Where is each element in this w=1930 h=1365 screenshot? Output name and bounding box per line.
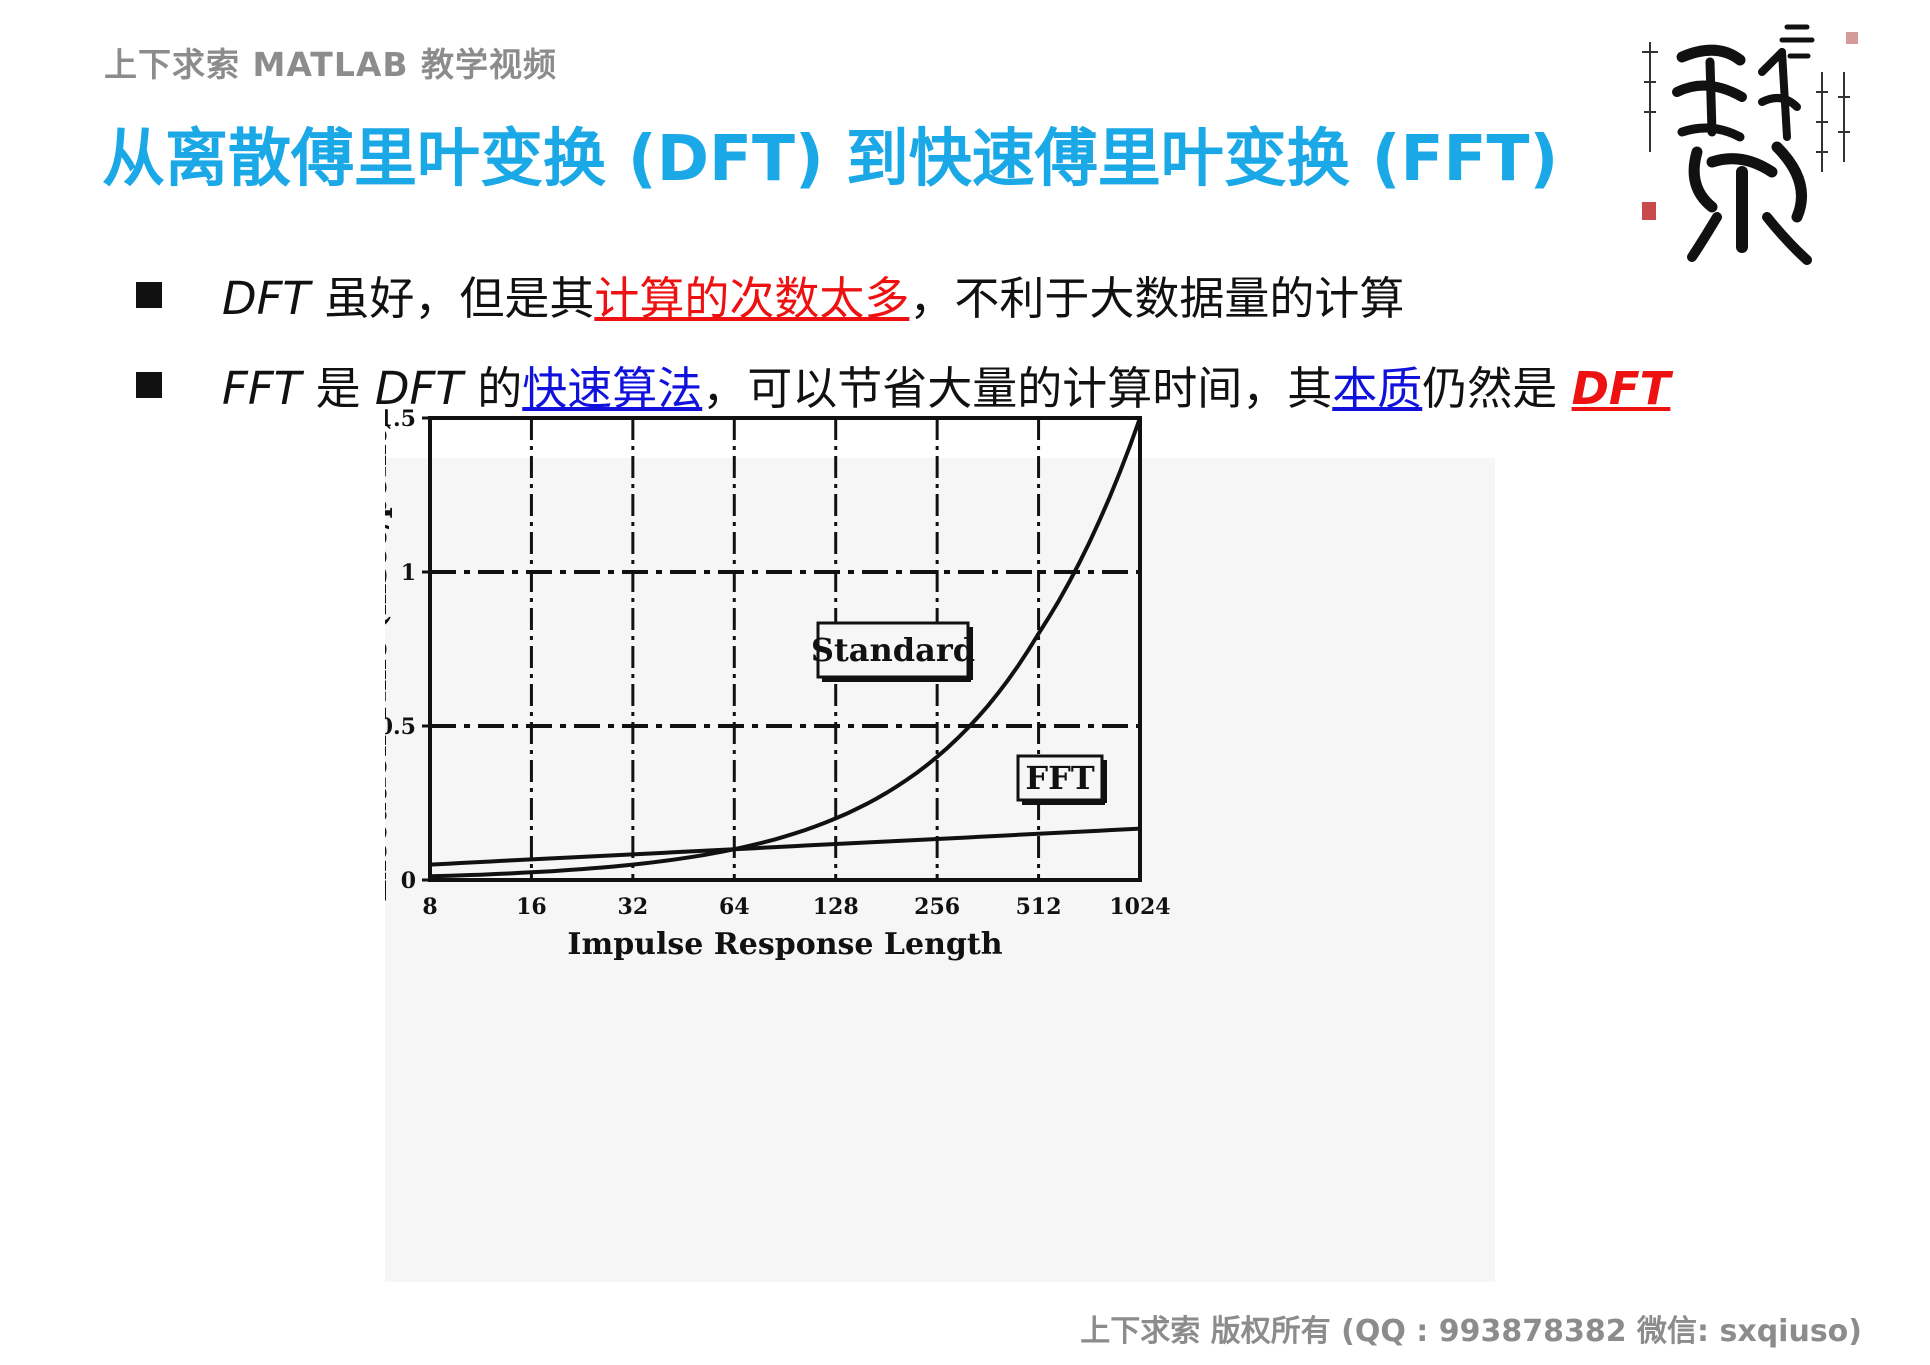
series-line-standard [429, 417, 1142, 879]
bullet-text: 的 [462, 362, 523, 415]
link-text[interactable]: 本质 [1332, 362, 1423, 415]
bullet-text: 虽好，但是其 [310, 272, 595, 325]
bullet-square-icon [136, 371, 162, 398]
x-tick-label: 256 [914, 894, 960, 920]
y-tick-label: 1.5 [385, 406, 416, 432]
bullet-item: FFT 是 DFT 的快速算法，可以节省大量的计算时间，其本质仍然是 DFT [136, 352, 1670, 417]
x-tick-label: 1024 [1109, 894, 1170, 920]
x-tick-label: 8 [422, 894, 437, 920]
bullet-text: ，可以节省大量的计算时间，其 [702, 362, 1333, 415]
x-tick-label: 16 [516, 894, 547, 920]
series-label-text: FFT [1025, 759, 1094, 797]
bullet-text: 是 [301, 362, 375, 415]
slide-title: 从离散傅里叶变换 (DFT) 到快速傅里叶变换 (FFT) [102, 122, 1559, 195]
tick-labels: 8 16 32 64 128 256 512 1024 0 0.5 1 1.5 [385, 406, 1171, 920]
bullet-text: DFT [374, 362, 463, 415]
series-label-box [816, 621, 970, 679]
x-tick-label: 512 [1016, 894, 1062, 920]
series-labels: Standard FFT [811, 621, 1107, 805]
x-tick-label: 64 [719, 894, 750, 920]
plot-area [428, 416, 1142, 882]
footer-copyright: 上下求索 版权所有 (QQ : 993878382 微信: sxqiuso) [1080, 1314, 1862, 1349]
series-layer [429, 417, 1142, 879]
header-tag: 上下求索 MATLAB 教学视频 [104, 45, 558, 84]
x-tick-label: 128 [813, 894, 859, 920]
bullet-text: DFT [222, 272, 311, 325]
y-tick-label: 0 [401, 868, 416, 894]
series-label-box [1016, 754, 1104, 802]
calligraphy-seal-logo [1622, 12, 1882, 274]
series-line-fft [429, 826, 1141, 867]
x-axis-label: Impulse Response Length [567, 927, 1002, 962]
execution-time-chart: 8 16 32 64 128 256 512 1024 0 0.5 1 1.5 Impulse Res… [385, 406, 1171, 962]
bullet-item: DFT 虽好，但是其计算的次数太多，不利于大数据量的计算 [136, 262, 1404, 327]
bullet-text: FFT [222, 362, 302, 415]
y-axis-label: Execution Time (msec/point) [385, 416, 394, 902]
highlight-text: 计算的次数太多 [594, 272, 910, 325]
x-tick-label: 32 [618, 894, 649, 920]
highlight-text: DFT [1571, 362, 1671, 415]
y-tick-label: 1 [401, 560, 416, 586]
bullet-square-icon [136, 281, 162, 308]
y-tick-label: 0.5 [385, 714, 416, 740]
bullet-text: 仍然是 [1422, 362, 1572, 415]
grid [430, 418, 1140, 880]
chart-figure: 8 16 32 64 128 256 512 1024 0 0.5 1 1.5 Impulse Res… [385, 406, 1495, 1282]
series-label-text: Standard [811, 631, 975, 669]
bullet-text: ，不利于大数据量的计算 [909, 272, 1405, 325]
link-text[interactable]: 快速算法 [522, 362, 703, 415]
